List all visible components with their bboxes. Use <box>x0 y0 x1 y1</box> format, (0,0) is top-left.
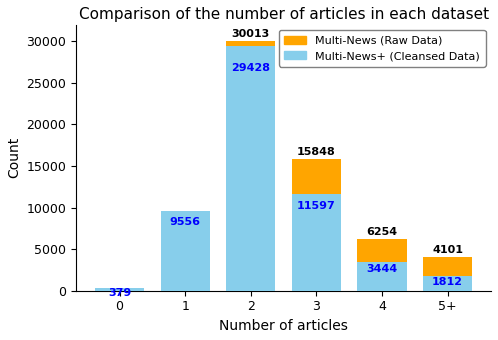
Text: 3444: 3444 <box>367 264 397 274</box>
Text: 379: 379 <box>108 288 131 298</box>
Bar <box>226 46 275 291</box>
Text: 30013: 30013 <box>232 29 270 39</box>
Bar <box>160 211 210 291</box>
Bar <box>292 194 341 291</box>
Bar <box>358 262 406 291</box>
Legend: Multi-News (Raw Data), Multi-News+ (Cleansed Data): Multi-News (Raw Data), Multi-News+ (Clea… <box>278 30 486 67</box>
Y-axis label: Count: Count <box>7 137 21 178</box>
Text: 11597: 11597 <box>297 201 336 211</box>
Bar <box>423 276 472 291</box>
Bar <box>95 288 144 291</box>
Text: 9556: 9556 <box>170 217 201 227</box>
Text: 6254: 6254 <box>367 227 397 237</box>
Bar <box>358 239 406 291</box>
Bar <box>292 159 341 291</box>
Text: 29428: 29428 <box>231 63 270 73</box>
Bar <box>423 257 472 291</box>
X-axis label: Number of articles: Number of articles <box>219 319 348 333</box>
Bar <box>226 41 275 291</box>
Text: 1812: 1812 <box>432 277 463 287</box>
Text: 4101: 4101 <box>432 245 463 255</box>
Title: Comparison of the number of articles in each dataset: Comparison of the number of articles in … <box>79 7 489 22</box>
Text: 15848: 15848 <box>297 147 336 157</box>
